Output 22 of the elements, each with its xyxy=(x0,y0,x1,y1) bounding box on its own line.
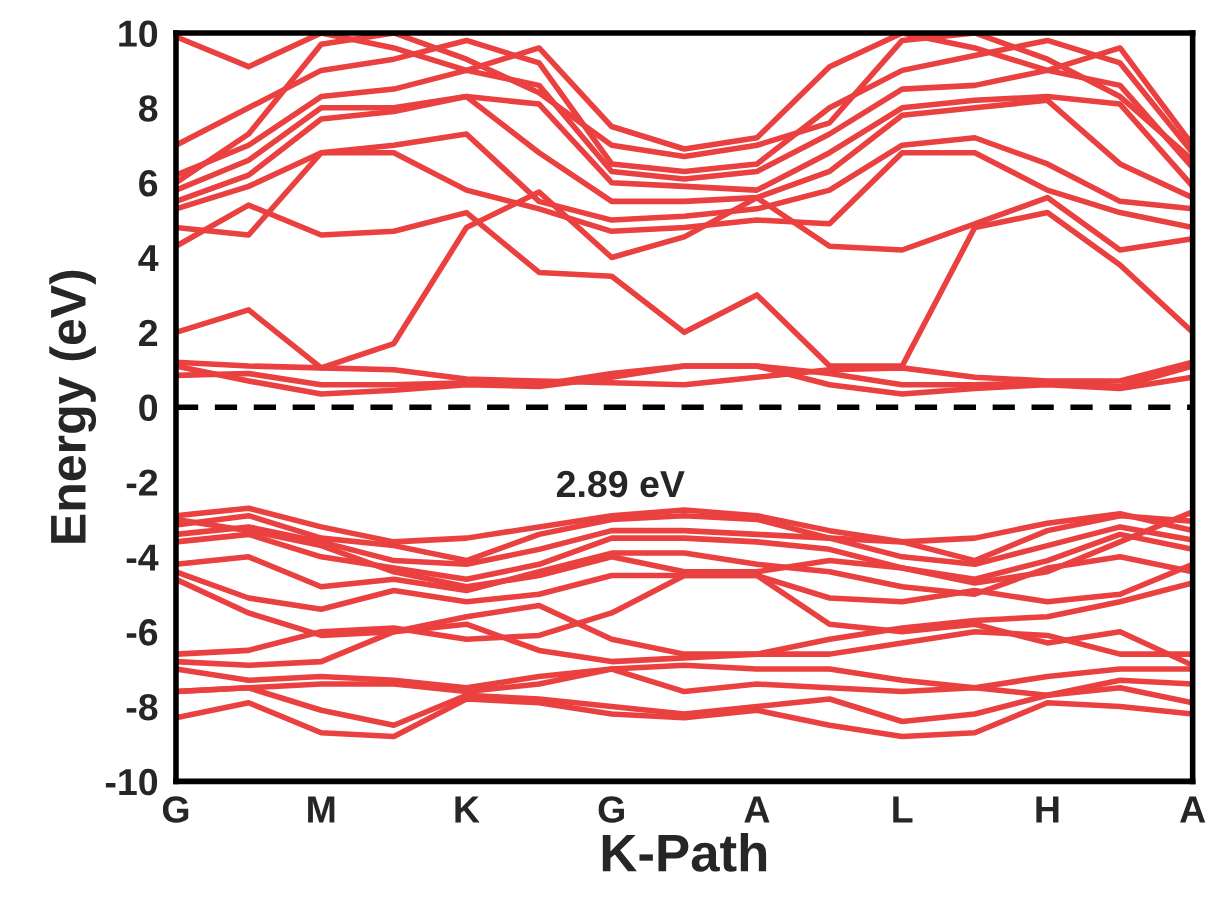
x-axis-title: K-Path xyxy=(602,832,767,872)
y-axis-title: Energy (eV) xyxy=(49,270,97,543)
x-tick-label: A xyxy=(1180,796,1206,823)
y-tick-label: 2 xyxy=(139,319,158,346)
y-tick-label: 8 xyxy=(138,95,158,122)
y-tick-label: 4 xyxy=(138,245,159,272)
x-tick-label: H xyxy=(1036,796,1059,823)
x-tick-label: M xyxy=(308,796,335,823)
y-tick-label: -8 xyxy=(126,693,158,721)
y-tick-label: 10 xyxy=(119,20,158,47)
x-tick-label: G xyxy=(162,796,189,823)
y-tick-label: 0 xyxy=(139,394,158,422)
y-tick-label: -10 xyxy=(105,768,158,796)
y-tick-label: 6 xyxy=(139,170,158,197)
y-tick-label: -6 xyxy=(126,619,158,646)
annotation: 2.89 eV xyxy=(556,470,685,498)
y-tick-label: -4 xyxy=(126,544,159,571)
x-tick-label: K xyxy=(455,796,480,823)
x-tick-label: A xyxy=(744,796,770,823)
x-tick-label: L xyxy=(893,796,913,823)
y-tick-label: -2 xyxy=(126,469,158,496)
x-tick-label: G xyxy=(598,796,624,823)
